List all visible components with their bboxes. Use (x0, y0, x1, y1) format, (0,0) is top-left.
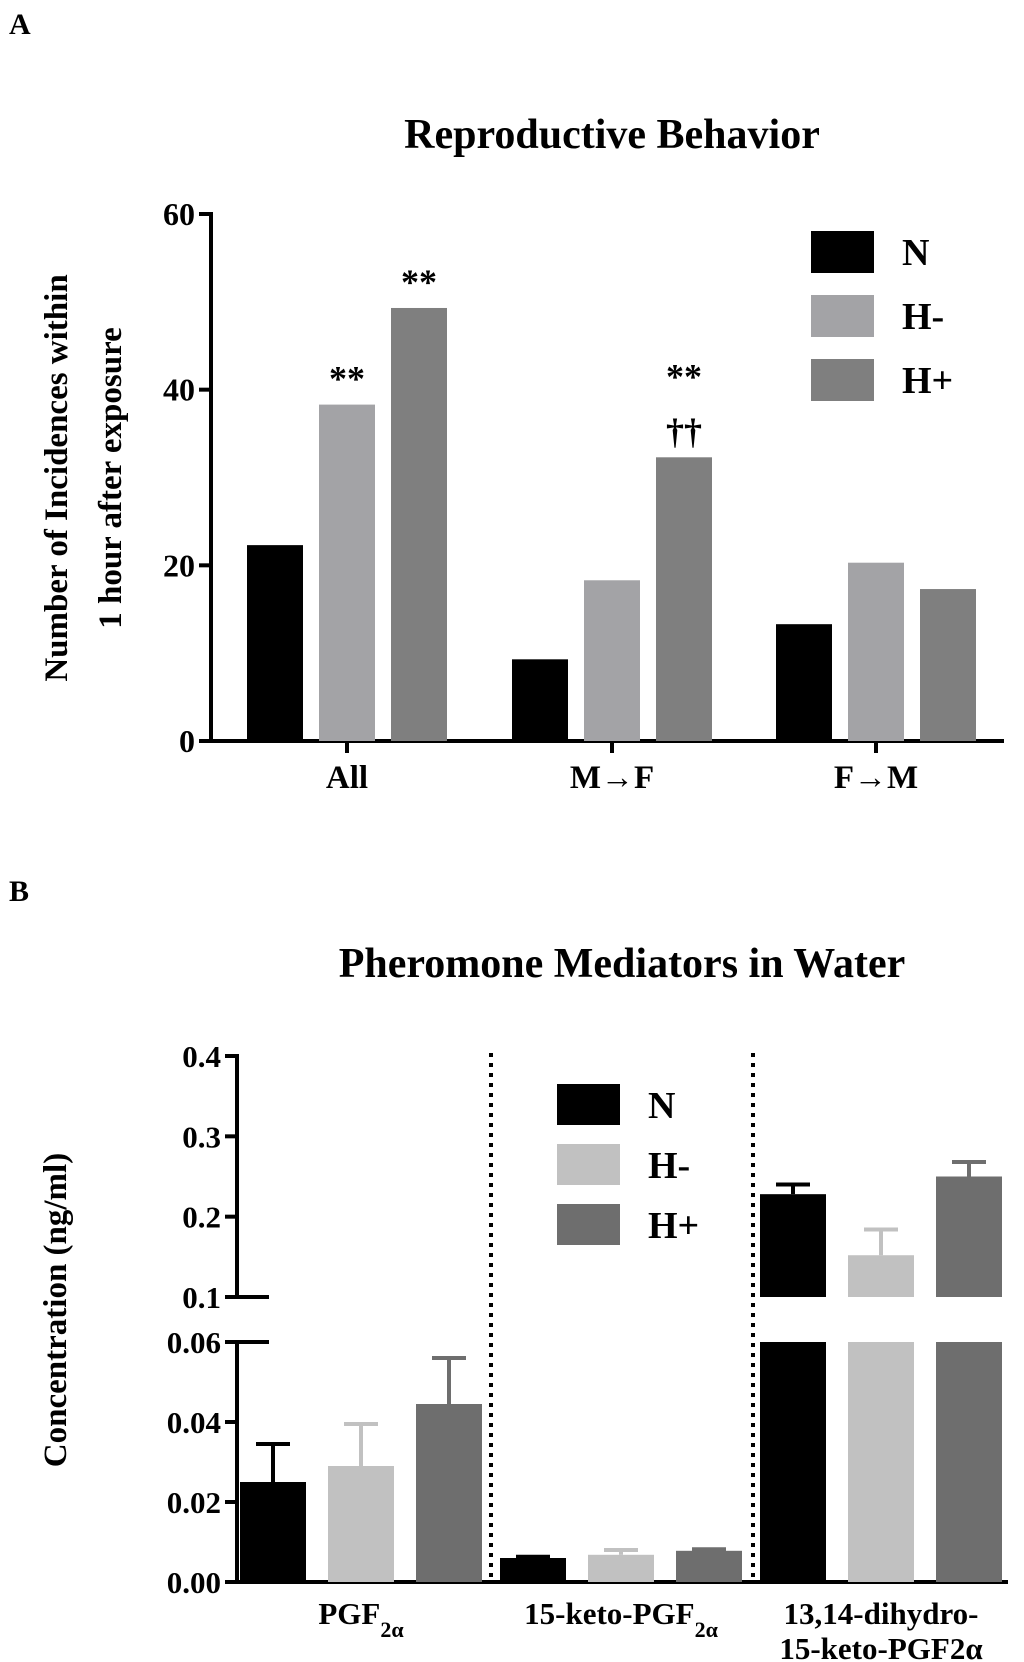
b-ytick-label-0-3: 0.3 (182, 1119, 221, 1154)
b-legend-label-n: N (648, 1085, 675, 1127)
a-legend-label-h: H- (902, 296, 944, 338)
b-bar-n-0 (240, 1482, 306, 1582)
b-xtick-label-2: 13,14-dihydro- (784, 1596, 979, 1631)
a-annotation-1-0-0: ** (329, 359, 365, 399)
b-xtick-label-0: PGF2α (318, 1596, 404, 1642)
b-xtick-label-2-line2: 15-keto-PGF2α (779, 1631, 982, 1662)
a-legend-label-h: H+ (902, 360, 953, 402)
b-xtick-label-0-main: PGF (318, 1596, 380, 1631)
panel-a-title: Reproductive Behavior (404, 112, 820, 158)
b-bar-h-0 (328, 1466, 394, 1582)
b-bar-upper-h-2 (936, 1176, 1002, 1297)
a-legend-label-n: N (902, 232, 929, 274)
b-bar-lower-h-2 (848, 1342, 914, 1582)
a-legend-swatch-n (811, 231, 874, 273)
b-legend-label-h: H- (648, 1145, 690, 1187)
b-ytick-label-0-04: 0.04 (167, 1405, 221, 1440)
panel-b-title: Pheromone Mediators in Water (339, 941, 906, 987)
panel-a-plot: 0 20 40 60 All M→F F→M ** ** †† ** N H- H+ (163, 196, 1004, 796)
b-xtick-label-1-subscript: 2α (695, 1617, 719, 1642)
a-ytick-label-20: 20 (163, 547, 195, 583)
a-bar-h-m-f (656, 457, 712, 741)
b-legend-swatch-h (557, 1204, 620, 1245)
panel-b-ylabel: Concentration (ng/ml) (38, 1153, 74, 1467)
b-bar-h-1 (588, 1554, 654, 1582)
b-bar-h-1 (676, 1550, 742, 1582)
b-ytick-label-0-02: 0.02 (167, 1485, 221, 1520)
a-legend-swatch-h (811, 295, 874, 337)
b-legend-swatch-n (557, 1084, 620, 1125)
a-bar-n-all (247, 545, 303, 741)
b-legend-label-h: H+ (648, 1205, 699, 1247)
a-ytick-label-0: 0 (179, 723, 195, 759)
a-bar-h-f-m (920, 589, 976, 741)
a-bar-n-m-f (512, 659, 568, 741)
b-bar-lower-h-2 (936, 1342, 1002, 1582)
b-legend-swatch-h (557, 1144, 620, 1185)
a-ytick-label-40: 40 (163, 372, 195, 408)
a-xtick-label-all: All (326, 760, 368, 796)
a-xtick-label-m-f: M→F (570, 760, 654, 796)
a-bar-h-all (391, 307, 447, 741)
b-ytick-label-0-4: 0.4 (182, 1039, 221, 1074)
a-bar-h-all (319, 404, 375, 741)
b-bar-h-0 (416, 1404, 482, 1582)
b-xtick-label-1-main: 15-keto-PGF (524, 1596, 694, 1631)
b-bar-upper-n-2 (760, 1194, 826, 1297)
b-bar-n-1 (500, 1558, 566, 1582)
a-bar-n-f-m (776, 624, 832, 741)
b-ytick-label-0-06: 0.06 (167, 1325, 221, 1360)
a-legend-swatch-h (811, 359, 874, 401)
a-annotation-2-1-0: †† (666, 411, 702, 451)
a-annotation-2-0-0: ** (401, 262, 437, 302)
panel-a-ylabel-line1: Number of Incidences within (39, 274, 75, 681)
a-xtick-label-f-m: F→M (834, 760, 918, 796)
b-xtick-label-1: 15-keto-PGF2α (524, 1596, 718, 1642)
b-ytick-label-0-00: 0.00 (167, 1565, 221, 1600)
b-bar-upper-h-2 (848, 1255, 914, 1297)
a-bar-h-f-m (848, 562, 904, 741)
panel-a-label: A (9, 8, 31, 41)
a-bar-h-m-f (584, 580, 640, 741)
b-ytick-label-0-2: 0.2 (182, 1200, 221, 1235)
a-ytick-label-60: 60 (163, 196, 195, 232)
b-xtick-label-0-subscript: 2α (380, 1617, 404, 1642)
b-bar-lower-n-2 (760, 1342, 826, 1582)
a-annotation-2-1-1: ** (666, 356, 702, 396)
panel-a-ylabel-line2: 1 hour after exposure (93, 327, 129, 629)
b-ytick-label-0-1: 0.1 (182, 1280, 221, 1315)
panel-b-label: B (9, 875, 29, 908)
